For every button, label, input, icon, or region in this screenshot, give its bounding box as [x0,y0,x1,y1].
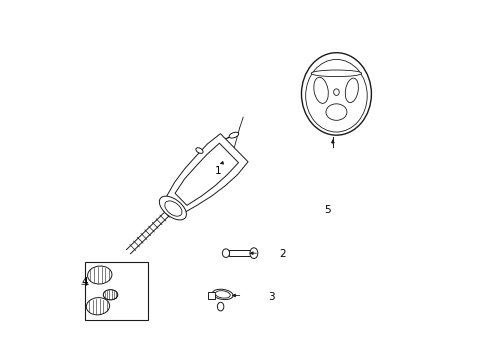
Ellipse shape [213,289,233,300]
Bar [85,262,148,320]
Text: 3: 3 [269,292,275,302]
Ellipse shape [218,302,224,311]
Ellipse shape [314,77,328,103]
Ellipse shape [86,298,110,315]
Ellipse shape [196,148,203,153]
Ellipse shape [334,89,339,95]
Ellipse shape [103,290,118,300]
Ellipse shape [88,266,112,284]
Text: 1: 1 [215,166,221,176]
Polygon shape [166,134,248,213]
Ellipse shape [301,53,371,135]
Ellipse shape [222,249,230,257]
Ellipse shape [215,291,230,298]
Text: 5: 5 [324,206,331,216]
Ellipse shape [250,248,258,258]
Text: 2: 2 [279,248,286,258]
Polygon shape [175,143,239,205]
Ellipse shape [326,104,347,120]
Ellipse shape [103,290,118,300]
Text: 4: 4 [82,277,89,287]
Ellipse shape [165,201,182,216]
Ellipse shape [159,196,186,220]
Polygon shape [229,250,251,256]
Polygon shape [208,292,215,299]
Ellipse shape [306,59,367,132]
Ellipse shape [345,78,358,103]
Ellipse shape [311,70,362,77]
Ellipse shape [229,132,239,138]
